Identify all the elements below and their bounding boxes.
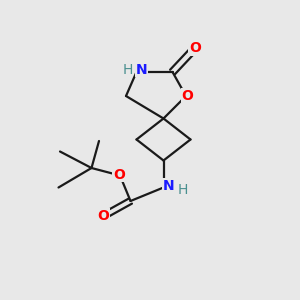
- Text: N: N: [163, 179, 175, 193]
- Text: O: O: [113, 168, 125, 182]
- Text: N: N: [136, 63, 148, 76]
- Text: H: H: [122, 63, 133, 76]
- Text: H: H: [178, 183, 188, 197]
- Text: O: O: [182, 89, 194, 103]
- Text: O: O: [98, 209, 110, 223]
- Text: O: O: [189, 41, 201, 55]
